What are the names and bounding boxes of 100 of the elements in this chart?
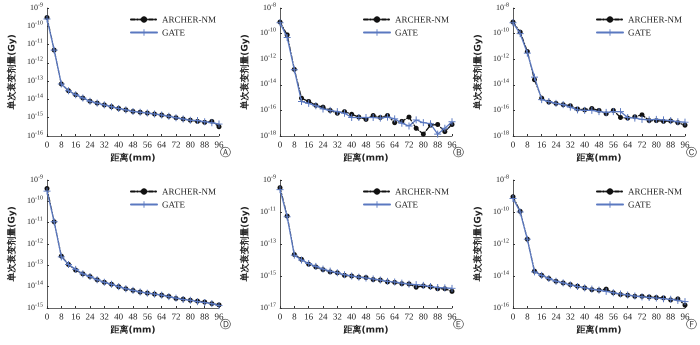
y-tick-label: 10$^{-13}$ xyxy=(27,74,43,86)
y-axis-title: 单次衰变剂量(Gy) xyxy=(6,206,18,283)
x-tick-label: 8 xyxy=(59,140,64,150)
y-tick-label: 10$^{-14}$ xyxy=(493,78,509,90)
y-tick-label: 10$^{-16}$ xyxy=(493,302,509,312)
x-tick-label: 80 xyxy=(652,140,662,150)
x-tick-label: 80 xyxy=(186,140,196,150)
y-axis-title: 单次衰变剂量(Gy) xyxy=(472,34,484,111)
y-tick-label: 10$^{-12}$ xyxy=(27,56,43,68)
x-tick-label: 88 xyxy=(666,312,676,322)
x-tick-label: 64 xyxy=(623,312,633,322)
x-tick-label: 88 xyxy=(433,140,443,150)
x-tick-label: 16 xyxy=(537,312,547,322)
legend-label: GATE xyxy=(162,28,186,38)
x-tick-label: 64 xyxy=(623,140,633,150)
x-tick-label: 24 xyxy=(318,312,328,322)
x-tick-label: 0 xyxy=(44,140,50,150)
x-tick-label: 88 xyxy=(200,312,210,322)
legend-label: GATE xyxy=(394,28,418,38)
x-tick-label: 40 xyxy=(580,140,590,150)
x-tick-label: 48 xyxy=(594,312,604,322)
y-tick-label: 10$^{-11}$ xyxy=(260,206,276,216)
y-tick-label: 10$^{-10}$ xyxy=(260,27,276,38)
x-tick-label: 24 xyxy=(318,140,328,150)
x-tick-label: 8 xyxy=(292,140,298,150)
y-tick-label: 10$^{-8}$ xyxy=(496,2,509,12)
x-tick-label: 88 xyxy=(433,312,443,322)
x-tick-label: 32 xyxy=(332,140,342,150)
x-tick-label: 48 xyxy=(594,140,604,150)
x-tick-label: 8 xyxy=(59,312,64,322)
x-tick-label: 24 xyxy=(86,140,95,150)
y-tick-label: 10$^{-16}$ xyxy=(493,104,509,115)
x-tick-label: 56 xyxy=(376,140,386,150)
x-tick-label: 0 xyxy=(44,312,50,322)
legend-label: GATE xyxy=(628,200,652,210)
y-tick-label: 10$^{-10}$ xyxy=(27,20,43,31)
x-tick-label: 0 xyxy=(278,140,283,150)
x-axis-title: 距离(mm) xyxy=(576,152,622,164)
x-axis-title: 距离(mm) xyxy=(110,324,156,336)
y-tick-label: 10$^{-13}$ xyxy=(27,259,43,270)
y-axis-title: 单次衰变剂量(Gy) xyxy=(240,206,250,283)
y-tick-label: 10$^{-12}$ xyxy=(260,53,276,64)
legend-label: GATE xyxy=(162,200,186,210)
y-tick-label: 10$^{-16}$ xyxy=(27,130,43,140)
x-tick-label: 72 xyxy=(404,312,414,322)
y-tick-label: 10$^{-14}$ xyxy=(27,280,43,292)
y-tick-label: 10$^{-10}$ xyxy=(493,206,509,216)
x-tick-label: 56 xyxy=(608,312,618,322)
y-tick-label: 10$^{-10}$ xyxy=(27,195,43,206)
y-tick-label: 10$^{-17}$ xyxy=(260,302,276,312)
x-tick-label: 32 xyxy=(332,312,342,322)
y-tick-label: 10$^{-18}$ xyxy=(493,130,509,140)
y-axis-title: 单次衰变剂量(Gy) xyxy=(240,34,250,111)
x-tick-label: 24 xyxy=(552,312,561,322)
x-tick-label: 72 xyxy=(172,312,180,322)
x-tick-label: 56 xyxy=(608,140,618,150)
x-tick-label: 8 xyxy=(525,140,530,150)
x-tick-label: 48 xyxy=(128,312,138,322)
x-tick-label: 8 xyxy=(292,312,298,322)
x-tick-label: 56 xyxy=(142,312,152,322)
y-axis-title: 单次衰变剂量(Gy) xyxy=(6,34,18,111)
x-axis-title: 距离(mm) xyxy=(342,152,388,164)
x-tick-label: 24 xyxy=(86,312,95,322)
legend-label: ARCHER-NM xyxy=(628,14,682,24)
y-tick-label: 10$^{-9}$ xyxy=(263,174,276,184)
x-tick-label: 72 xyxy=(172,140,180,150)
x-tick-label: 64 xyxy=(390,140,400,150)
legend-label: ARCHER-NM xyxy=(162,186,216,196)
x-tick-label: 80 xyxy=(418,140,428,150)
x-tick-label: 48 xyxy=(362,140,371,150)
y-tick-label: 10$^{-9}$ xyxy=(30,2,43,12)
x-tick-label: 64 xyxy=(390,312,400,322)
y-tick-label: 10$^{-12}$ xyxy=(493,238,509,248)
x-tick-label: 64 xyxy=(157,312,167,322)
x-tick-label: 16 xyxy=(304,140,314,150)
x-axis-title: 距离(mm) xyxy=(342,324,388,336)
x-tick-label: 48 xyxy=(128,140,138,150)
y-tick-label: 10$^{-15}$ xyxy=(27,302,43,312)
x-tick-label: 16 xyxy=(537,140,547,150)
x-tick-label: 16 xyxy=(71,140,81,150)
y-tick-label: 10$^{-9}$ xyxy=(30,174,43,184)
x-axis-title: 距离(mm) xyxy=(576,324,622,336)
y-tick-label: 10$^{-13}$ xyxy=(260,238,276,248)
x-tick-label: 0 xyxy=(510,312,516,322)
y-tick-label: 10$^{-14}$ xyxy=(493,270,509,280)
x-tick-label: 64 xyxy=(157,140,167,150)
x-tick-label: 32 xyxy=(566,140,575,150)
y-tick-label: 10$^{-10}$ xyxy=(493,27,509,38)
x-tick-label: 32 xyxy=(100,312,109,322)
x-tick-label: 72 xyxy=(404,140,414,150)
legend-label: GATE xyxy=(394,200,418,210)
y-tick-label: 10$^{-11}$ xyxy=(27,216,43,228)
x-tick-label: 56 xyxy=(376,312,386,322)
x-tick-label: 40 xyxy=(114,312,124,322)
y-tick-label: 10$^{-14}$ xyxy=(27,93,43,104)
y-tick-label: 10$^{-15}$ xyxy=(27,112,43,122)
x-tick-label: 32 xyxy=(100,140,109,150)
x-tick-label: 72 xyxy=(638,312,646,322)
y-tick-label: 10$^{-11}$ xyxy=(27,38,43,50)
legend-label: ARCHER-NM xyxy=(394,186,450,196)
